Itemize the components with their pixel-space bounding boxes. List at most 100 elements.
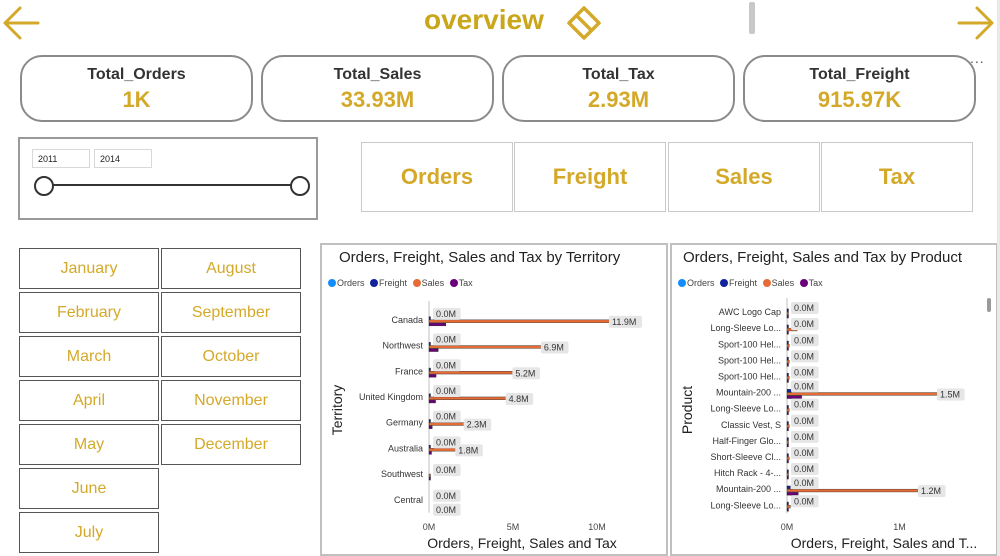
more-options-icon[interactable]: ... — [970, 50, 985, 66]
legend-item-sales[interactable]: Sales — [412, 278, 444, 288]
bar-sales — [786, 488, 923, 493]
month-button-october[interactable]: October — [161, 336, 301, 377]
tax-button[interactable]: Tax — [821, 142, 973, 212]
data-label-bg — [791, 463, 819, 476]
freight-button[interactable]: Freight — [514, 142, 666, 212]
scrollbar-thumb[interactable] — [749, 2, 755, 34]
kpi-card-total-freight: Total_Freight 915.97K — [743, 55, 976, 122]
bar-sales — [786, 472, 789, 477]
sales-button[interactable]: Sales — [668, 142, 820, 212]
chart-title: Orders, Freight, Sales and Tax by Territ… — [339, 249, 621, 266]
slider-start-handle[interactable] — [34, 176, 54, 196]
legend-item-tax[interactable]: Tax — [449, 278, 473, 288]
data-label-bg — [433, 410, 461, 423]
bar-tax — [786, 492, 799, 496]
data-label: 1.5M — [940, 390, 960, 400]
data-label-bg — [937, 388, 965, 401]
month-button-january[interactable]: January — [19, 248, 159, 289]
data-label: 0.0M — [794, 448, 814, 458]
month-button-july[interactable]: July — [19, 512, 159, 553]
bar-freight — [786, 485, 791, 489]
bar-tax — [428, 399, 436, 404]
bar-tax — [786, 379, 789, 383]
category-label: Sport-100 Hel... — [718, 355, 781, 365]
page-scrollbar[interactable] — [997, 0, 1000, 556]
data-label: 0.0M — [794, 416, 814, 426]
start-year-input[interactable]: 2011 — [32, 149, 90, 168]
data-label: 0.0M — [436, 465, 456, 475]
arrow-right-icon[interactable] — [955, 2, 997, 44]
legend-item-orders[interactable]: Orders — [328, 278, 365, 288]
data-label: 0.0M — [436, 335, 456, 345]
month-button-september[interactable]: September — [161, 292, 301, 333]
bar-freight — [428, 316, 431, 320]
kpi-label: Total_Freight — [809, 66, 910, 83]
data-label-bg — [433, 307, 461, 320]
legend-item-orders[interactable]: Orders — [678, 278, 715, 288]
slider-end-handle[interactable] — [290, 176, 310, 196]
data-label: 6.9M — [544, 343, 564, 353]
legend-item-tax[interactable]: Tax — [799, 278, 823, 288]
category-label: Hitch Rack - 4-... — [714, 468, 781, 478]
legend-label: Tax — [458, 278, 473, 288]
bar-sales — [786, 376, 790, 380]
arrow-left-icon[interactable] — [0, 2, 42, 44]
data-label: 0.0M — [794, 303, 814, 313]
bar-freight — [428, 393, 431, 397]
bar-tax — [786, 395, 802, 399]
chart-scrollbar[interactable] — [987, 298, 991, 312]
month-button-may[interactable]: May — [19, 424, 159, 465]
category-label: Australia — [388, 443, 423, 453]
bar-sales — [428, 396, 510, 400]
data-label-bg — [540, 341, 569, 354]
category-label: United Kingdom — [359, 392, 423, 402]
data-label-bg — [791, 302, 819, 315]
slider-track[interactable] — [46, 184, 302, 186]
bar-freight — [428, 342, 431, 346]
month-button-june[interactable]: June — [19, 468, 159, 509]
data-label: 0.0M — [794, 319, 814, 329]
month-button-november[interactable]: November — [161, 380, 301, 421]
data-label: 1.2M — [921, 486, 941, 496]
bar-tax — [428, 451, 432, 455]
month-button-february[interactable]: February — [19, 292, 159, 333]
category-label: Germany — [386, 418, 424, 428]
data-label-bg — [512, 367, 540, 380]
month-button-december[interactable]: December — [161, 424, 301, 465]
x-tick-label: 1M — [893, 522, 906, 532]
month-button-august[interactable]: August — [161, 248, 301, 289]
month-button-april[interactable]: April — [19, 380, 159, 421]
data-label: 2.3M — [467, 420, 487, 430]
data-label-bg — [463, 418, 492, 431]
page-title: overview — [424, 4, 544, 35]
month-button-march[interactable]: March — [19, 336, 159, 377]
year-range-slicer: 2011 2014 — [18, 137, 318, 220]
category-label: Canada — [391, 315, 423, 325]
data-label: 5.2M — [515, 368, 535, 378]
data-label: 0.0M — [436, 505, 456, 515]
category-label: Southwest — [381, 469, 424, 479]
legend-item-freight[interactable]: Freight — [370, 278, 407, 288]
bar-freight — [786, 356, 789, 361]
kpi-card-total-orders: Total_Orders 1K — [20, 55, 253, 122]
kpi-label: Total_Tax — [582, 66, 655, 83]
product-bar-chart: AWC Logo Cap 0.0M Long-Sleeve Lo... 0.0M Spo… — [679, 298, 977, 551]
x-axis-title: Orders, Freight, Sales and Tax — [427, 535, 617, 551]
end-year-input[interactable]: 2014 — [94, 149, 152, 168]
bar-tax — [428, 374, 437, 378]
bar-freight — [786, 373, 789, 377]
bar-freight — [786, 340, 789, 345]
data-label-bg — [791, 430, 819, 443]
x-tick-label: 0M — [781, 522, 794, 532]
y-axis-title: Territory — [329, 385, 345, 436]
legend-item-sales[interactable]: Sales — [762, 278, 794, 288]
data-label-bg — [791, 350, 819, 363]
bar-tax — [786, 476, 789, 480]
category-label: Long-Sleeve Lo... — [710, 500, 781, 510]
data-label-bg — [918, 485, 946, 498]
eraser-icon[interactable] — [566, 5, 602, 41]
orders-button[interactable]: Orders — [361, 142, 513, 212]
kpi-label: Total_Sales — [333, 66, 422, 83]
legend-item-freight[interactable]: Freight — [720, 278, 757, 288]
legend-marker — [449, 279, 458, 287]
